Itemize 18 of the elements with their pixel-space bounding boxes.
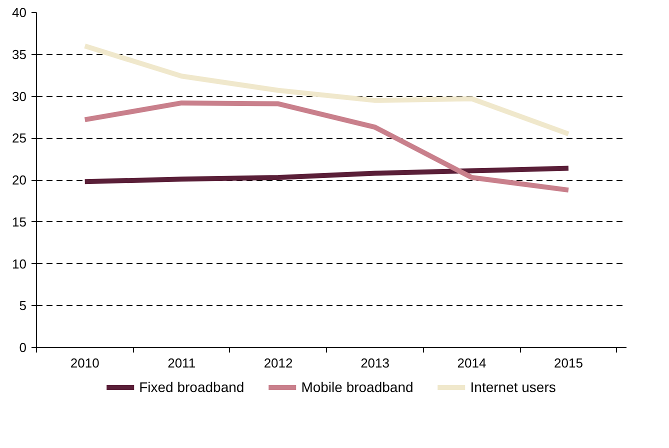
y-tick-label: 0: [19, 340, 27, 355]
y-tick-label: 35: [12, 46, 27, 62]
x-tick-label: 2011: [168, 356, 196, 370]
legend-label: Internet users: [470, 379, 556, 395]
x-tick-label: 2010: [70, 356, 100, 370]
legend-label: Mobile broadband: [301, 379, 414, 395]
y-tick-label: 20: [12, 172, 27, 188]
y-tick-label: 10: [12, 256, 27, 272]
y-tick-label: 30: [12, 88, 27, 104]
x-tick-label: 2015: [554, 356, 583, 370]
y-tick-label: 25: [12, 130, 27, 146]
y-tick-label: 5: [19, 298, 27, 314]
x-tick-label: 2014: [457, 356, 486, 370]
legend-label: Fixed broadband: [139, 379, 244, 395]
x-tick-label: 2012: [264, 356, 293, 370]
x-tick-label: 2013: [360, 356, 390, 370]
y-tick-label: 40: [12, 5, 27, 20]
y-tick-label: 15: [12, 214, 27, 230]
